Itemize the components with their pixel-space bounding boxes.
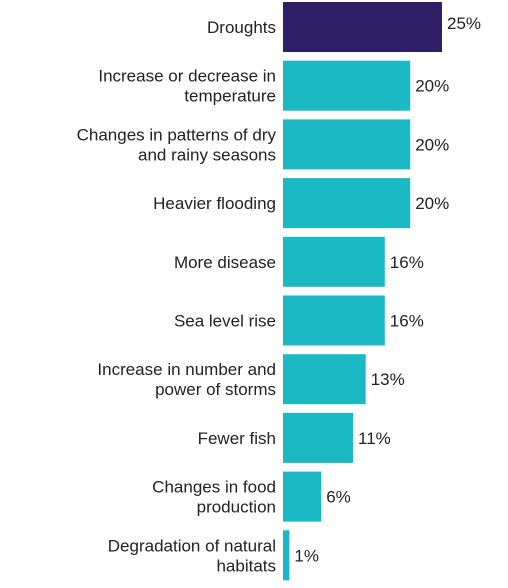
category-label: Changes in food production [152,478,276,517]
value-label: 11% [358,429,391,448]
value-label: 20% [415,77,449,96]
value-label: 16% [390,253,424,272]
bar [283,178,411,229]
bar [283,119,411,170]
category-label: Degradation of natural habitats [108,536,276,575]
category-label: Droughts [207,18,276,37]
bar [283,471,322,522]
category-label: Increase or decrease in temperature [98,67,276,106]
value-label: 20% [415,135,449,154]
category-label: Heavier flooding [153,194,276,213]
value-label: 13% [371,370,405,389]
category-label: More disease [174,253,276,272]
bar [283,295,385,346]
category-label: Fewer fish [198,429,276,448]
value-label: 25% [447,14,481,33]
value-label: 20% [415,194,449,213]
category-label: Increase in number and power of storms [97,360,276,399]
bar [283,236,385,287]
category-label: Sea level rise [174,312,276,331]
bar [283,2,442,52]
bar [283,530,290,581]
category-label: Changes in patterns of dry and rainy seas… [77,125,277,164]
value-label: 1% [294,546,319,565]
bar [283,60,411,111]
bar [283,412,353,463]
value-label: 16% [390,312,424,331]
bar [283,354,366,405]
value-label: 6% [326,488,351,507]
